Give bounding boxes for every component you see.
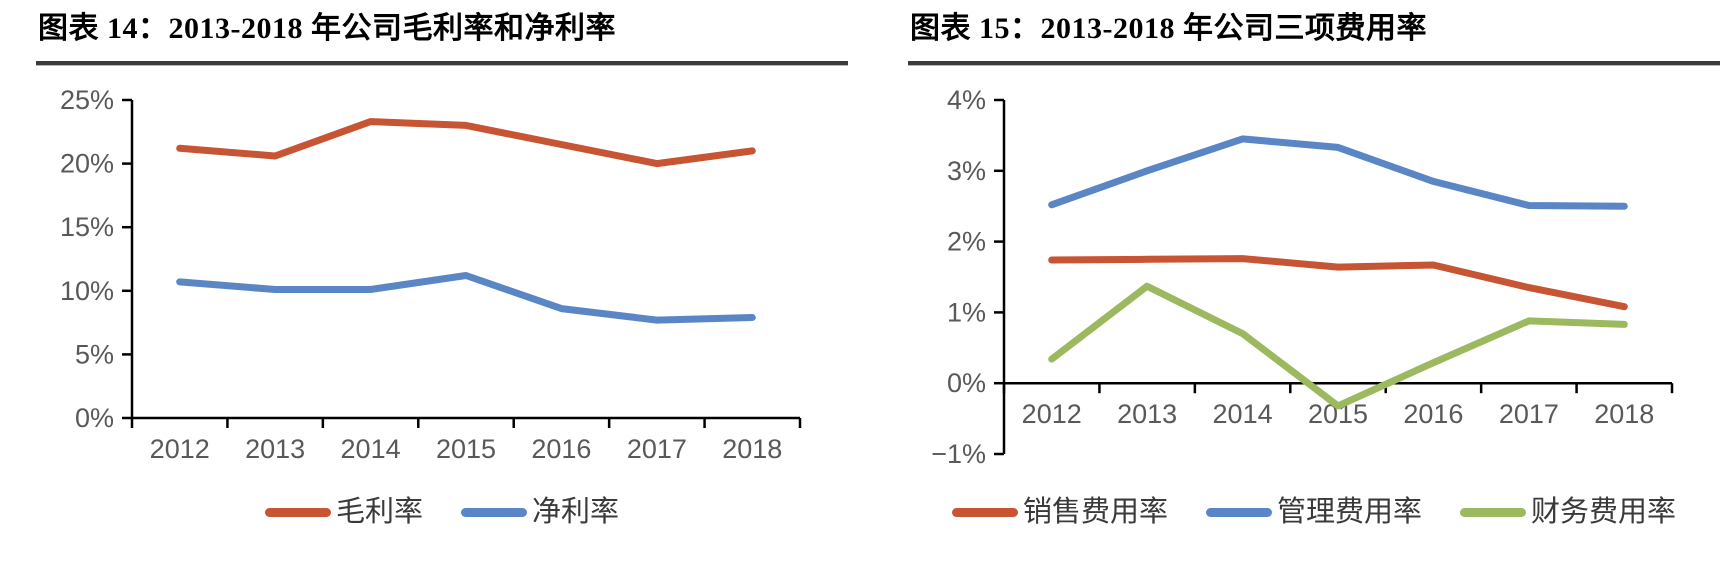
series-line-0	[176, 117, 756, 167]
series-line-0	[1048, 254, 1628, 310]
x-tick-label: 2018	[722, 434, 782, 464]
legend-item-gross-margin: 毛利率	[264, 495, 423, 529]
y-tick-label: 0%	[75, 403, 114, 433]
line-chart-expense-rates: −1%0%1%2%3%4%2012 2013 2014 2015 2016 2017 201…	[931, 85, 1674, 469]
figure-15-panel: 图表 15：2013-2018 年公司三项费用率 −1% 0% 1% 2% 3% 4% 20…	[908, 4, 1720, 578]
y-tick-label: 3%	[947, 155, 986, 185]
y-tick-label: 4%	[947, 85, 986, 115]
x-tick-label: 2014	[1213, 399, 1273, 429]
y-tick-label: 0%	[947, 368, 986, 398]
y-tick-label: 2%	[947, 226, 986, 256]
y-tick-label: 5%	[75, 339, 114, 369]
y-tick-label: 1%	[947, 297, 986, 327]
figure-14-title: 图表 14：2013-2018 年公司毛利率和净利率	[38, 12, 616, 45]
x-tick-label: 2018	[1594, 399, 1654, 429]
series-line-1	[176, 271, 756, 324]
legend-line-swatch-icon	[951, 507, 1018, 517]
legend-item-net-margin: 净利率	[461, 495, 620, 529]
x-tick-label: 2013	[245, 434, 305, 464]
x-tick-label: 2015	[436, 434, 496, 464]
x-tick-label: 2012	[1022, 399, 1082, 429]
legend-item-selling-expense: 销售费用率	[951, 495, 1168, 529]
y-tick-label: 20%	[60, 148, 114, 178]
legend-line-swatch-icon	[1460, 507, 1526, 517]
figure-14-legend: 毛利率 净利率	[36, 495, 848, 529]
x-tick-label: 2014	[341, 434, 401, 464]
figure-14-panel: 图表 14：2013-2018 年公司毛利率和净利率 0% 5% 10% 15% 20%…	[36, 4, 848, 578]
figure-14-title-divider	[36, 60, 848, 66]
legend-label-financial-expense: 财务费用率	[1531, 495, 1677, 528]
legend-label-gross-margin: 毛利率	[335, 495, 423, 528]
legend-line-swatch-icon	[264, 507, 331, 517]
figure-15-title: 图表 15：2013-2018 年公司三项费用率	[910, 12, 1427, 45]
legend-label-selling-expense: 销售费用率	[1022, 495, 1168, 528]
series-line-1	[1048, 134, 1628, 210]
x-tick-label: 2017	[627, 434, 687, 464]
legend-label-net-margin: 净利率	[532, 495, 620, 528]
legend-label-admin-expense: 管理费用率	[1276, 495, 1422, 528]
figure-15-legend: 销售费用率 管理费用率 财务费用率	[908, 495, 1720, 529]
legend-line-swatch-icon	[1205, 507, 1272, 517]
y-tick-label: 25%	[60, 85, 114, 115]
series-line-2	[1048, 282, 1628, 409]
x-tick-label: 2016	[1403, 399, 1463, 429]
legend-line-swatch-icon	[461, 507, 527, 517]
x-tick-label: 2013	[1117, 399, 1177, 429]
legend-item-financial-expense: 财务费用率	[1460, 495, 1677, 529]
x-tick-label: 2017	[1499, 399, 1559, 429]
x-tick-label: 2012	[150, 434, 210, 464]
figure-15-title-divider	[908, 60, 1720, 66]
line-chart-margin-rates: 0% 5% 10% 15% 20% 25% 2012 2013 2014 2015 2016 2017…	[60, 85, 802, 464]
legend-item-admin-expense: 管理费用率	[1205, 495, 1422, 529]
x-tick-label: 2016	[531, 434, 591, 464]
y-tick-label: −1%	[931, 439, 986, 469]
y-tick-label: 15%	[60, 212, 114, 242]
y-tick-label: 10%	[60, 275, 114, 305]
